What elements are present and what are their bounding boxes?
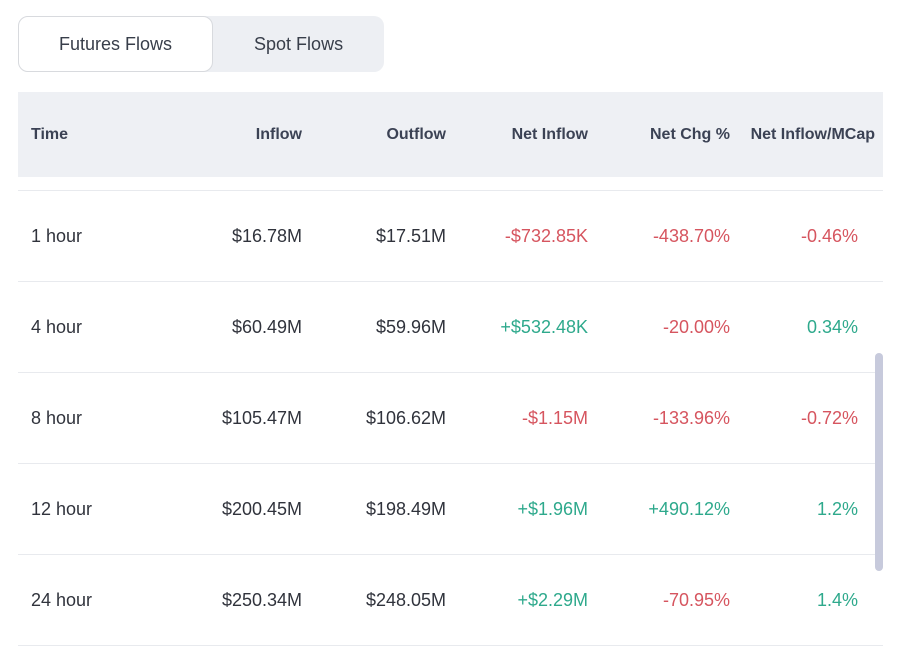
cell-net-inflow-mcap: -0.72% xyxy=(800,407,858,428)
cell-net-chg-pct: -70.95% xyxy=(662,589,730,610)
column-header-inflow: Inflow xyxy=(255,125,302,143)
cell-net-inflow-mcap: -0.46% xyxy=(800,225,858,246)
cell-net-chg-pct: +490.12% xyxy=(648,498,730,519)
tab-futures-flows[interactable]: Futures Flows xyxy=(18,16,214,72)
table-row: 24 hour $250.34M $248.05M +$2.29M -70.95% 1.4… xyxy=(18,554,883,645)
cell-net-inflow: +$1.96M xyxy=(517,498,588,519)
table-row: 1 hour $16.78M $17.51M -$732.85K -438.70% -0.… xyxy=(18,190,883,281)
cell-time: 12 hour xyxy=(31,498,93,519)
cell-net-inflow: +$2.29M xyxy=(517,589,588,610)
column-header-net-chg-pct: Net Chg % xyxy=(650,125,730,143)
cell-inflow: $16.78M xyxy=(231,225,302,246)
cell-net-chg-pct: -438.70% xyxy=(652,225,730,246)
tab-spot-flows[interactable]: Spot Flows xyxy=(213,16,384,72)
cell-time: 8 hour xyxy=(31,407,83,428)
column-header-net-inflow-mcap: Net Inflow/MCap xyxy=(750,125,875,143)
column-header-outflow: Outflow xyxy=(386,125,446,143)
column-header-net-inflow: Net Inflow xyxy=(511,125,588,143)
vertical-scrollbar-thumb[interactable] xyxy=(875,353,883,571)
cell-outflow: $106.62M xyxy=(365,407,446,428)
cell-time: 4 hour xyxy=(31,316,83,337)
table-row: 4 hour $60.49M $59.96M +$532.48K -20.00% 0.34… xyxy=(18,281,883,372)
cell-outflow: $17.51M xyxy=(375,225,446,246)
cell-net-inflow-mcap: 1.2% xyxy=(816,498,858,519)
flows-table: Time Inflow Outflow Net Inflow Net Chg %… xyxy=(18,92,883,646)
cell-inflow: $105.47M xyxy=(221,407,302,428)
cell-time: 24 hour xyxy=(31,589,93,610)
cell-time: 1 hour xyxy=(31,225,83,246)
cell-inflow: $60.49M xyxy=(231,316,302,337)
table-row: 12 hour $200.45M $198.49M +$1.96M +490.12% 1.… xyxy=(18,463,883,554)
cell-net-inflow-mcap: 1.4% xyxy=(816,589,858,610)
table-header-row: Time Inflow Outflow Net Inflow Net Chg %… xyxy=(18,92,883,177)
flow-tabs: Futures Flows Spot Flows xyxy=(18,16,385,72)
cell-net-inflow: -$1.15M xyxy=(521,407,588,428)
column-header-time: Time xyxy=(31,125,69,143)
cell-outflow: $59.96M xyxy=(375,316,446,337)
cell-inflow: $250.34M xyxy=(221,589,302,610)
table-row: 8 hour $105.47M $106.62M -$1.15M -133.96% -0.… xyxy=(18,372,883,463)
cell-net-inflow: -$732.85K xyxy=(504,225,588,246)
cell-outflow: $248.05M xyxy=(365,589,446,610)
table-body: 1 hour $16.78M $17.51M -$732.85K -438.70% -0.… xyxy=(18,190,883,646)
cell-net-chg-pct: -133.96% xyxy=(652,407,730,428)
cell-outflow: $198.49M xyxy=(365,498,446,519)
cell-net-inflow-mcap: 0.34% xyxy=(806,316,858,337)
cell-net-inflow: +$532.48K xyxy=(500,316,588,337)
cell-inflow: $200.45M xyxy=(221,498,302,519)
cell-net-chg-pct: -20.00% xyxy=(662,316,730,337)
